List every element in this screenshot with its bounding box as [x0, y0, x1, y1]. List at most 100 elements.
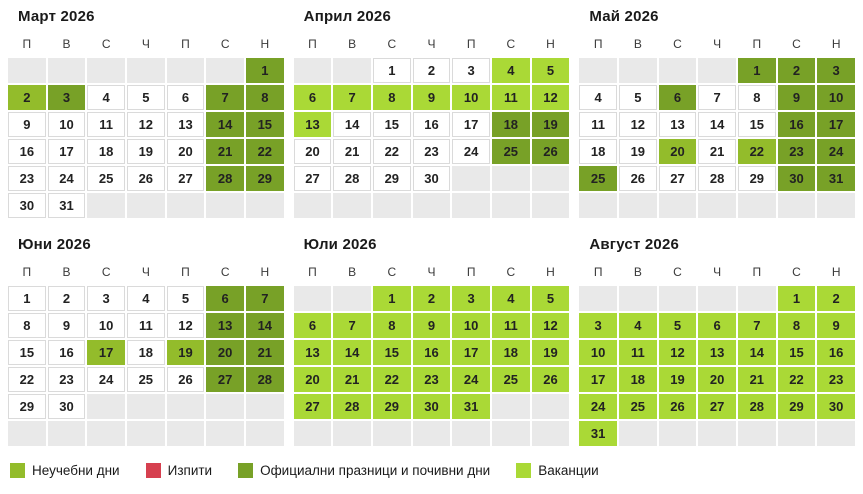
empty-cell — [777, 193, 816, 218]
empty-cell — [47, 58, 86, 83]
day-cell-school-day: 9 — [8, 112, 46, 137]
weekday-label: П — [22, 37, 32, 51]
day-cell-noschool: 20 — [658, 139, 697, 164]
day-cell-holiday: 9 — [777, 85, 816, 110]
empty-cell — [452, 421, 490, 446]
empty-cell — [126, 421, 165, 446]
day-cell-school-day: 16 — [412, 112, 451, 137]
empty-cell — [47, 421, 86, 446]
weekday-label: С — [387, 265, 397, 279]
day-cell-vacation: 11 — [618, 340, 657, 365]
day-cell-school-day: 8 — [8, 313, 46, 338]
day-cell-vacation: 15 — [372, 340, 411, 365]
day-cell-noschool: 2 — [8, 85, 46, 110]
day-cell-school-day: 30 — [412, 166, 451, 191]
day-cell-vacation: 6 — [293, 313, 332, 338]
empty-cell — [737, 193, 776, 218]
empty-cell — [166, 58, 205, 83]
day-cell-holiday: 26 — [531, 139, 570, 164]
day-cell-school-day: 29 — [8, 394, 46, 419]
weekday-label: П — [466, 37, 476, 51]
day-cell-vacation: 23 — [817, 367, 855, 392]
day-cell-school-day: 4 — [579, 85, 617, 110]
day-cell-noschool: 22 — [737, 139, 776, 164]
day-cell-holiday: 27 — [206, 367, 244, 392]
day-cell-vacation: 15 — [777, 340, 816, 365]
day-cell-holiday: 3 — [817, 58, 855, 83]
noschool-swatch-icon — [10, 463, 25, 478]
legend-item-noschool: Неучебни дни — [10, 463, 120, 478]
day-cell-vacation: 10 — [452, 85, 490, 110]
empty-cell — [87, 58, 125, 83]
weekday-label: П — [593, 37, 603, 51]
weekday-label: С — [387, 37, 397, 51]
day-cell-school-day: 21 — [333, 139, 371, 164]
weekday-label: Н — [546, 265, 555, 279]
day-cell-school-day: 21 — [698, 139, 736, 164]
day-cell-school-day: 1 — [372, 58, 411, 83]
empty-cell — [333, 58, 371, 83]
weekday-label: П — [752, 37, 762, 51]
day-cell-vacation: 13 — [293, 112, 332, 137]
day-cell-school-day: 12 — [126, 112, 165, 137]
day-cell-holiday: 29 — [245, 166, 284, 191]
day-cell-holiday: 31 — [817, 166, 855, 191]
weekday-label: С — [506, 265, 516, 279]
weekday-label: Ч — [713, 265, 722, 279]
day-cell-vacation: 28 — [737, 394, 776, 419]
month-title: Август 2026 — [589, 236, 680, 253]
day-cell-school-day: 2 — [47, 286, 86, 311]
day-cell-vacation: 18 — [491, 340, 530, 365]
day-cell-school-day: 16 — [8, 139, 46, 164]
month-days: 1 2 3 4 5 6 7 8 9 10 11 12 13 14 15 16 17 18 19 20 21 22 23 24 2… — [8, 58, 284, 218]
empty-cell — [817, 193, 855, 218]
month-days: 1 2 3 4 5 6 7 8 9 10 11 12 13 14 15 16 17 18 19 20 21 22 23 24 2… — [293, 286, 570, 446]
weekday-label: С — [792, 265, 801, 279]
weekday-label: В — [348, 37, 357, 51]
empty-cell — [579, 193, 617, 218]
day-cell-school-day: 6 — [166, 85, 205, 110]
day-cell-noschool: 17 — [87, 340, 125, 365]
empty-cell — [737, 286, 776, 311]
day-cell-school-day: 5 — [618, 85, 657, 110]
empty-cell — [87, 421, 125, 446]
empty-cell — [333, 286, 371, 311]
weekday-label: С — [673, 37, 682, 51]
weekday-label: Н — [831, 37, 841, 51]
day-cell-vacation: 18 — [618, 367, 657, 392]
day-cell-school-day: 24 — [452, 139, 490, 164]
weekday-label: Н — [546, 37, 555, 51]
day-cell-vacation: 6 — [698, 313, 736, 338]
empty-cell — [166, 193, 205, 218]
day-cell-school-day: 25 — [126, 367, 165, 392]
day-cell-school-day: 15 — [737, 112, 776, 137]
day-cell-school-day: 13 — [166, 112, 205, 137]
day-cell-school-day: 27 — [166, 166, 205, 191]
day-cell-school-day: 9 — [47, 313, 86, 338]
day-cell-vacation: 3 — [579, 313, 617, 338]
day-cell-vacation: 10 — [579, 340, 617, 365]
day-cell-vacation: 11 — [491, 313, 530, 338]
empty-cell — [293, 58, 332, 83]
day-cell-school-day: 3 — [452, 58, 490, 83]
weekday-label: П — [466, 265, 476, 279]
day-cell-school-day: 28 — [333, 166, 371, 191]
weekday-label: С — [506, 37, 516, 51]
empty-cell — [658, 421, 697, 446]
empty-cell — [372, 193, 411, 218]
day-cell-vacation: 17 — [579, 367, 617, 392]
empty-cell — [491, 421, 530, 446]
day-cell-school-day: 10 — [47, 112, 86, 137]
day-cell-vacation: 4 — [618, 313, 657, 338]
holiday-swatch-icon — [238, 463, 254, 478]
day-cell-school-day: 23 — [8, 166, 46, 191]
day-cell-vacation: 26 — [658, 394, 697, 419]
weekday-label: С — [220, 265, 230, 279]
day-cell-holiday: 15 — [245, 112, 284, 137]
day-cell-vacation: 22 — [372, 367, 411, 392]
